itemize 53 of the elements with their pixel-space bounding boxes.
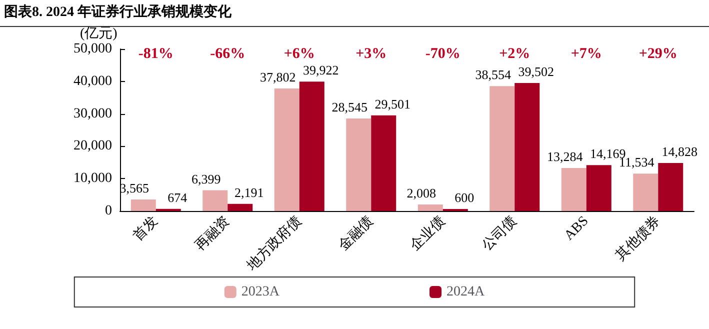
annotation: -70% <box>425 46 460 62</box>
bar <box>561 168 586 211</box>
x-tick-label: 企业债 <box>407 212 448 254</box>
x-tick-label: 首发 <box>130 212 162 244</box>
annotation: +29% <box>638 46 678 62</box>
data-label: 14,169 <box>590 146 626 162</box>
data-label: 2,191 <box>234 184 264 200</box>
x-tick-label: 金融债 <box>335 212 376 254</box>
bar <box>658 162 684 211</box>
data-label: 38,554 <box>475 67 512 82</box>
bar <box>299 82 324 211</box>
annotation: +3% <box>356 46 387 62</box>
data-label: 600 <box>454 190 474 206</box>
data-label: 39,922 <box>303 62 339 78</box>
y-tick-label: 10,000 <box>74 171 112 186</box>
data-label: 14,828 <box>662 144 698 159</box>
y-tick-label: 50,000 <box>74 42 112 56</box>
y-tick-label: 0 <box>105 204 112 218</box>
data-label: 13,284 <box>547 148 584 164</box>
bar <box>130 199 156 211</box>
annotation: +2% <box>499 46 530 62</box>
chart-title: 图表8. 2024 年证券行业承销规模变化 <box>0 0 709 27</box>
bar <box>633 174 658 211</box>
x-tick-label: 其他债券 <box>612 212 664 264</box>
bar <box>228 204 253 211</box>
data-label: 29,501 <box>374 96 410 112</box>
annotation: +7% <box>570 46 602 62</box>
bar <box>418 204 443 211</box>
data-label: 674 <box>168 190 188 205</box>
x-tick-label: 公司债 <box>478 212 520 254</box>
data-label: 2,008 <box>406 185 436 200</box>
legend-label: 2023A <box>241 284 280 300</box>
y-tick-label: 30,000 <box>74 106 112 122</box>
data-label: 39,502 <box>518 64 554 80</box>
bar <box>202 190 228 211</box>
annotation: +6% <box>284 46 315 62</box>
annotation: -81% <box>138 46 174 62</box>
bar <box>346 118 372 211</box>
bar <box>274 88 300 211</box>
y-tick-label: 20,000 <box>74 138 112 154</box>
bar <box>586 165 612 211</box>
data-label: 3,565 <box>120 180 149 196</box>
bar <box>490 86 515 211</box>
data-label: 28,545 <box>332 100 368 115</box>
annotation: -66% <box>210 46 246 62</box>
data-label: 37,802 <box>260 70 296 85</box>
y-tick-label: 40,000 <box>74 74 112 89</box>
legend-label: 2024A <box>446 284 486 300</box>
bar <box>514 83 540 211</box>
bar <box>371 115 396 211</box>
x-tick-label: 地方政府债 <box>243 212 305 275</box>
data-label: 6,399 <box>192 171 221 186</box>
x-tick-label: 再融资 <box>192 212 233 254</box>
